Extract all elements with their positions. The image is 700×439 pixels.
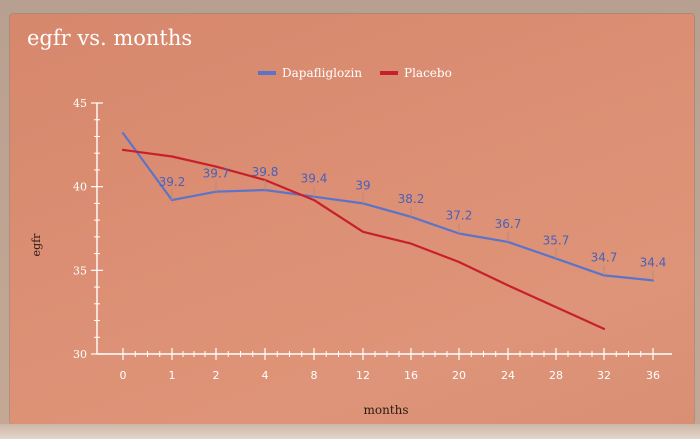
- legend: Dapafliglozin Placebo: [258, 66, 452, 80]
- series-line-placebo: [121, 148, 606, 330]
- x-tick-label: 20: [452, 369, 466, 382]
- x-tick-label: 4: [262, 369, 269, 382]
- x-tick-label: 24: [501, 369, 515, 382]
- data-label: 39.8: [252, 165, 279, 179]
- data-label: 39.7: [203, 167, 230, 181]
- data-label: 39: [355, 178, 370, 192]
- bottom-strip: [0, 424, 700, 439]
- y-tick-label: 30: [73, 348, 87, 361]
- x-tick-label: 28: [549, 369, 563, 382]
- y-axis-label: egfr: [30, 233, 43, 257]
- data-label: 38.2: [398, 192, 425, 206]
- x-tick-label: 36: [646, 369, 660, 382]
- x-tick-label: 2: [213, 369, 220, 382]
- data-labels: 39.2 39.7 39.8 39.4 39 38.2 37.2 36.7 35.7 34.7 34…: [159, 165, 667, 281]
- y-tick-label: 35: [73, 264, 87, 277]
- x-tick-label: 16: [404, 369, 418, 382]
- legend-label-placebo: Placebo: [404, 66, 452, 80]
- y-tick-label: 45: [73, 97, 87, 110]
- x-tick-label: 1: [169, 369, 176, 382]
- series-lines: [121, 132, 655, 330]
- data-label: 39.2: [159, 175, 186, 189]
- x-tick-label: 0: [120, 369, 127, 382]
- series-line-dapafliglozin: [121, 132, 655, 282]
- data-label: 35.7: [543, 234, 570, 248]
- data-label: 34.7: [591, 250, 618, 264]
- y-tick-label: 40: [73, 181, 87, 194]
- x-tick-label: 32: [597, 369, 611, 382]
- x-tick-label: 12: [356, 369, 370, 382]
- chart-title: egfr vs. months: [27, 26, 193, 50]
- data-label: 37.2: [446, 209, 473, 223]
- data-label: 36.7: [495, 217, 522, 231]
- data-label: 39.4: [301, 172, 328, 186]
- data-label: 34.4: [640, 255, 667, 269]
- x-axis-label: months: [363, 403, 408, 417]
- legend-label-dapafliglozin: Dapafliglozin: [282, 66, 362, 80]
- x-tick-label: 8: [311, 369, 318, 382]
